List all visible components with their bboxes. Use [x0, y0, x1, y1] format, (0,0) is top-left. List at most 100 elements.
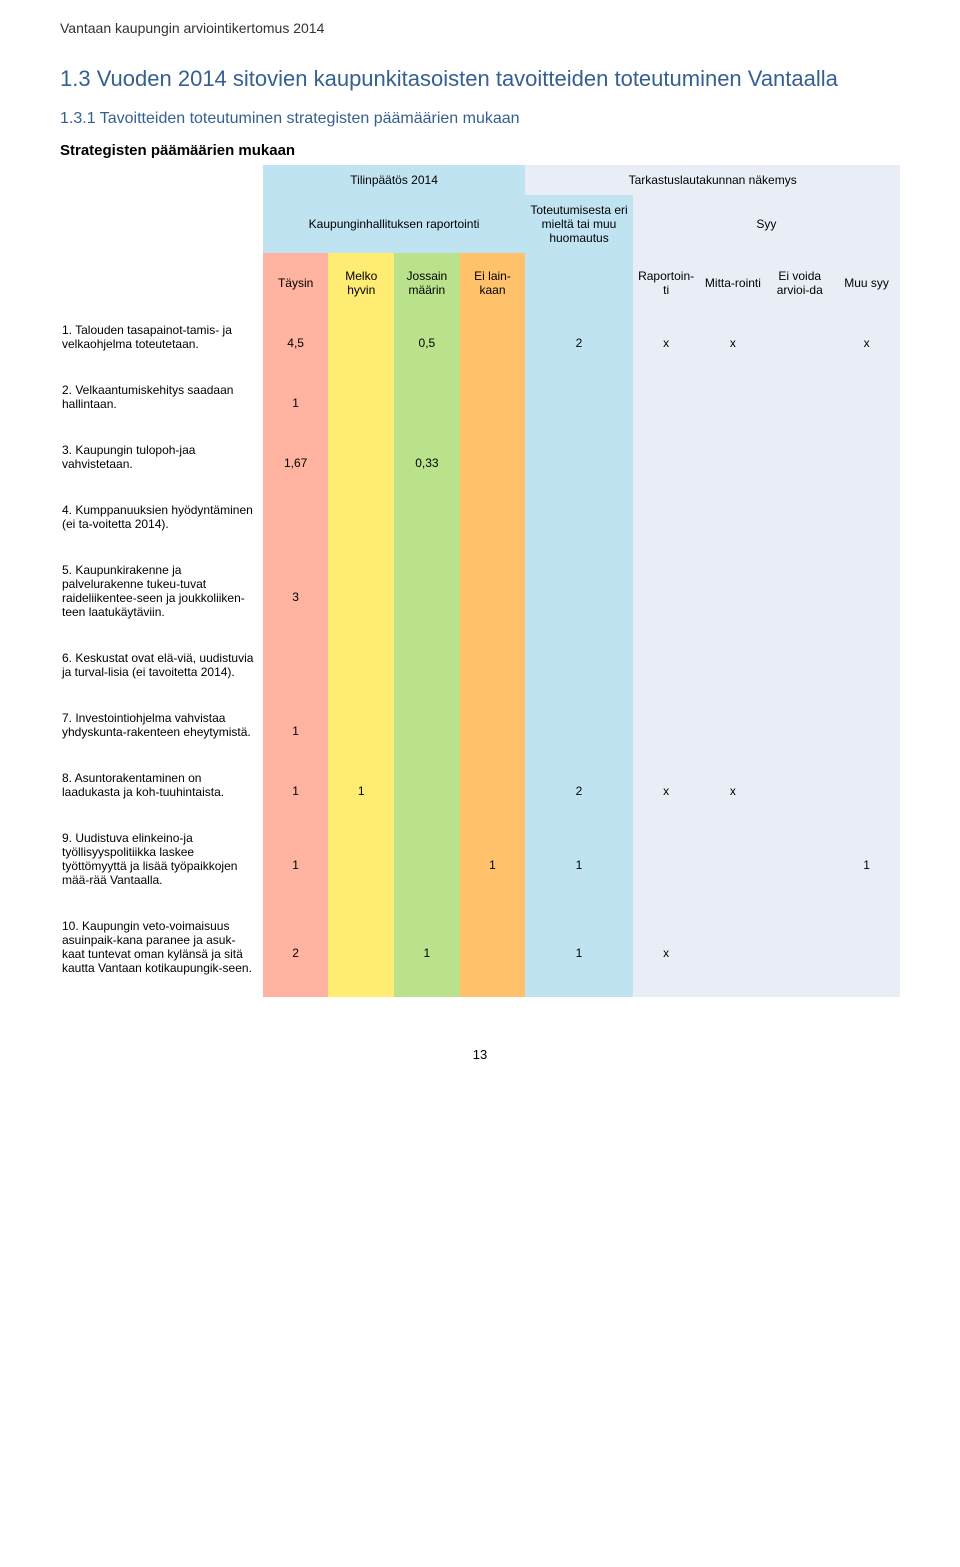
cell-value	[394, 761, 460, 821]
row-label: 8. Asuntorakentaminen on laadukasta ja k…	[60, 761, 263, 821]
cell-value	[700, 553, 767, 641]
table-row: 9. Uudistuva elinkeino-ja työllisyyspoli…	[60, 821, 900, 909]
cell-remark	[525, 701, 632, 761]
cell-value: 1	[263, 701, 329, 761]
cell-value	[633, 641, 700, 701]
cell-value	[460, 761, 526, 821]
cell-value	[633, 433, 700, 493]
cell-value: x	[633, 909, 700, 997]
cell-value	[328, 909, 394, 997]
cell-value	[394, 553, 460, 641]
cell-value	[328, 701, 394, 761]
cell-value	[766, 433, 833, 493]
row-label: 9. Uudistuva elinkeino-ja työllisyyspoli…	[60, 821, 263, 909]
cell-value	[460, 433, 526, 493]
row-label: 2. Velkaantumiskehitys saadaan hallintaa…	[60, 373, 263, 433]
cell-remark	[525, 433, 632, 493]
cell-value	[633, 821, 700, 909]
cell-value	[700, 821, 767, 909]
table-row: 8. Asuntorakentaminen on laadukasta ja k…	[60, 761, 900, 821]
cell-value: 1,67	[263, 433, 329, 493]
cell-value	[328, 553, 394, 641]
cell-value	[833, 909, 900, 997]
header-tilinpaatos: Tilinpäätös 2014	[263, 165, 526, 195]
cell-value	[263, 641, 329, 701]
cell-value	[700, 641, 767, 701]
cell-value	[766, 373, 833, 433]
cell-value	[460, 373, 526, 433]
cell-value	[460, 909, 526, 997]
cell-value	[766, 821, 833, 909]
cell-remark: 2	[525, 761, 632, 821]
cell-value: 1	[460, 821, 526, 909]
goals-table: Tilinpäätös 2014Tarkastuslautakunnan näk…	[60, 165, 900, 997]
cell-remark: 2	[525, 313, 632, 373]
row-label: 7. Investointiohjelma vahvistaa yhdyskun…	[60, 701, 263, 761]
table-row: 4. Kumppanuuksien hyödyntäminen (ei ta-v…	[60, 493, 900, 553]
cell-value	[633, 701, 700, 761]
cell-value	[700, 909, 767, 997]
col-jossain-maarin: Jossain määrin	[394, 253, 460, 313]
page-number: 13	[60, 1047, 900, 1062]
cell-value	[633, 373, 700, 433]
cell-value	[766, 553, 833, 641]
cell-value	[633, 493, 700, 553]
table-row: 3. Kaupungin tulopoh-jaa vahvistetaan.1,…	[60, 433, 900, 493]
cell-value: 1	[833, 821, 900, 909]
header-tarkastus: Tarkastuslautakunnan näkemys	[525, 165, 900, 195]
cell-value: x	[633, 313, 700, 373]
cell-value	[394, 373, 460, 433]
row-label: 3. Kaupungin tulopoh-jaa vahvistetaan.	[60, 433, 263, 493]
header-toteutumisesta: Toteutumisesta eri mieltä tai muu huomau…	[525, 195, 632, 253]
col-raportointi: Raportoin-ti	[633, 253, 700, 313]
header-syy: Syy	[633, 195, 900, 253]
cell-value	[328, 373, 394, 433]
cell-value	[833, 761, 900, 821]
cell-value	[766, 641, 833, 701]
cell-remark	[525, 641, 632, 701]
cell-value	[328, 433, 394, 493]
col-remark	[525, 253, 632, 313]
cell-value: x	[833, 313, 900, 373]
cell-value	[460, 493, 526, 553]
cell-value	[833, 433, 900, 493]
cell-remark	[525, 553, 632, 641]
cell-value	[766, 761, 833, 821]
cell-remark: 1	[525, 909, 632, 997]
row-label: 1. Talouden tasapainot-tamis- ja velkaoh…	[60, 313, 263, 373]
section-heading: Strategisten päämäärien mukaan	[60, 142, 900, 159]
heading-sub: 1.3.1 Tavoitteiden toteutuminen strategi…	[60, 110, 900, 128]
document-header: Vantaan kaupungin arviointikertomus 2014	[60, 20, 900, 36]
cell-value	[460, 641, 526, 701]
cell-value	[460, 701, 526, 761]
cell-value: 1	[328, 761, 394, 821]
cell-value	[394, 493, 460, 553]
col-muu-syy: Muu syy	[833, 253, 900, 313]
cell-value: 0,5	[394, 313, 460, 373]
table-row: 7. Investointiohjelma vahvistaa yhdyskun…	[60, 701, 900, 761]
row-label: 6. Keskustat ovat elä-viä, uudistuvia ja…	[60, 641, 263, 701]
table-row: 1. Talouden tasapainot-tamis- ja velkaoh…	[60, 313, 900, 373]
col-ei-lainkaan: Ei lain-kaan	[460, 253, 526, 313]
row-label: 4. Kumppanuuksien hyödyntäminen (ei ta-v…	[60, 493, 263, 553]
cell-value: 0,33	[394, 433, 460, 493]
cell-value	[766, 493, 833, 553]
cell-value	[833, 641, 900, 701]
cell-value	[328, 493, 394, 553]
cell-value: 3	[263, 553, 329, 641]
cell-value	[460, 313, 526, 373]
cell-value	[328, 313, 394, 373]
cell-value	[766, 701, 833, 761]
heading-main: 1.3 Vuoden 2014 sitovien kaupunkitasoist…	[60, 66, 900, 92]
col-ei-voida-arvioida: Ei voida arvioi-da	[766, 253, 833, 313]
cell-value	[328, 641, 394, 701]
table-row: 6. Keskustat ovat elä-viä, uudistuvia ja…	[60, 641, 900, 701]
header-khr: Kaupunginhallituksen raportointi	[263, 195, 526, 253]
cell-value: 1	[263, 761, 329, 821]
cell-value	[766, 313, 833, 373]
col-melko-hyvin: Melko hyvin	[328, 253, 394, 313]
cell-remark: 1	[525, 821, 632, 909]
cell-value: x	[700, 761, 767, 821]
cell-value	[766, 909, 833, 997]
cell-value	[833, 493, 900, 553]
